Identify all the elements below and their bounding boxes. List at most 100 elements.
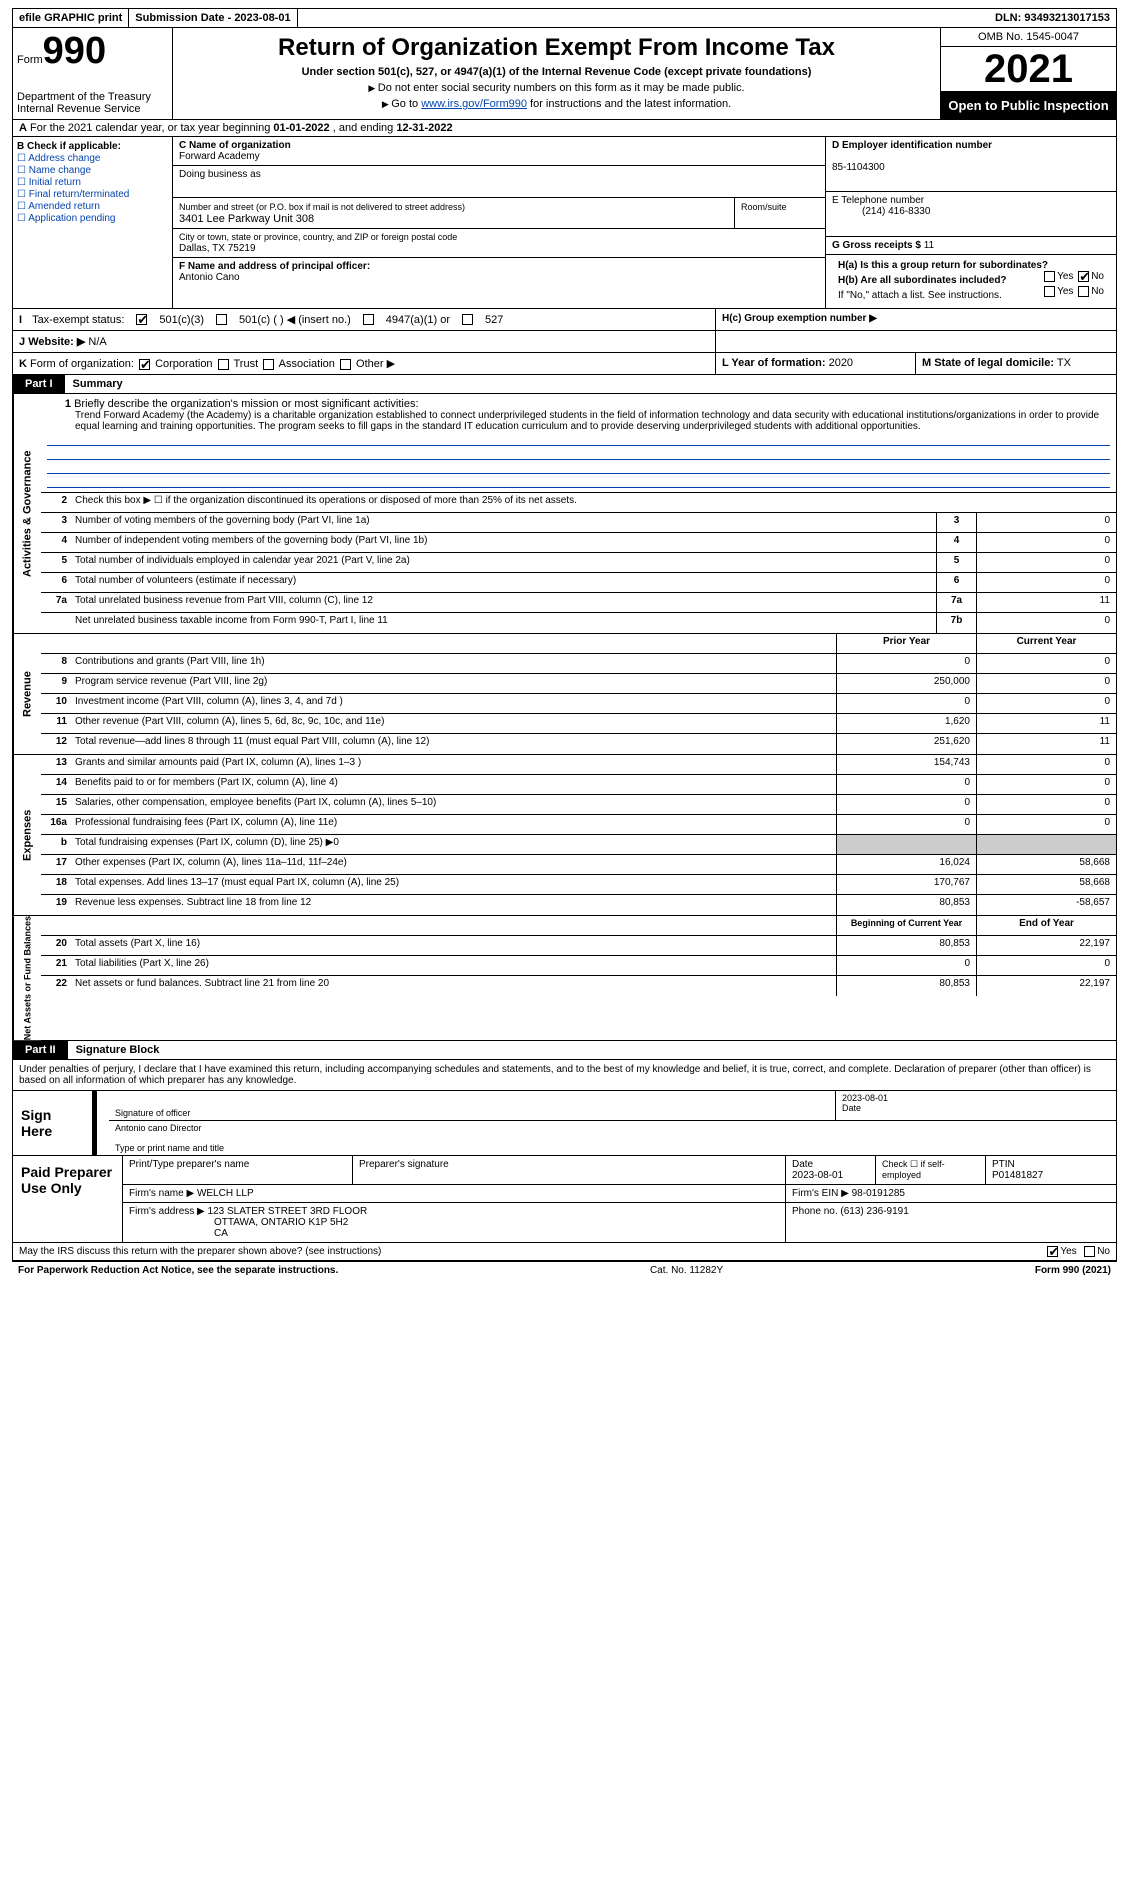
line16b: bTotal fundraising expenses (Part IX, co…: [41, 835, 1116, 855]
line1-mission: 1 Briefly describe the organization's mi…: [41, 394, 1116, 493]
cb-527[interactable]: [462, 314, 473, 325]
k-label: Form of organization:: [30, 358, 134, 370]
efile-label: efile GRAPHIC print: [13, 9, 129, 27]
prep-date: Date2023-08-01: [786, 1156, 876, 1184]
cb-other[interactable]: [340, 359, 351, 370]
m-state-domicile: M State of legal domicile: TX: [916, 353, 1116, 374]
c-label: C Name of organization: [179, 140, 291, 151]
form-subtitle: Under section 501(c), 527, or 4947(a)(1)…: [179, 66, 934, 78]
cb-corp[interactable]: [139, 359, 150, 370]
ha-no-cb[interactable]: [1078, 271, 1089, 282]
a-pre: For the 2021 calendar year, or tax year …: [30, 122, 273, 134]
vtab-activities: Activities & Governance: [13, 394, 41, 633]
k-prefix: K: [19, 358, 27, 370]
irs-link[interactable]: www.irs.gov/Form990: [421, 98, 527, 110]
header-middle: Return of Organization Exempt From Incom…: [173, 28, 941, 119]
line11: 11Other revenue (Part VIII, column (A), …: [41, 714, 1116, 734]
prep-self-emp: Check ☐ if self-employed: [876, 1156, 986, 1184]
hc-cell-empty: [716, 331, 1116, 352]
blank-line-3: [47, 460, 1110, 474]
line5: 5Total number of individuals employed in…: [41, 553, 1116, 573]
discuss-yes-cb[interactable]: [1047, 1246, 1058, 1257]
instruction-ssn: Do not enter social security numbers on …: [179, 82, 934, 94]
prep-signature: Preparer's signature: [353, 1156, 786, 1184]
preparer-label: Paid Preparer Use Only: [13, 1156, 123, 1242]
hb-yes-cb[interactable]: [1044, 286, 1055, 297]
ha-yes-cb[interactable]: [1044, 271, 1055, 282]
cb-address-change[interactable]: ☐ Address change: [17, 153, 168, 164]
ha-label: H(a) Is this a group return for subordin…: [838, 260, 1048, 271]
l-year-formation: L Year of formation: 2020: [716, 353, 916, 374]
col-c-f: C Name of organization Forward Academy D…: [173, 137, 826, 308]
a-end: 12-31-2022: [396, 122, 452, 134]
line14: 14Benefits paid to or for members (Part …: [41, 775, 1116, 795]
ts-label: Tax-exempt status:: [32, 314, 124, 326]
discuss-no-cb[interactable]: [1084, 1246, 1095, 1257]
cb-4947[interactable]: [363, 314, 374, 325]
a-begin: 01-01-2022: [273, 122, 329, 134]
cb-app-pending[interactable]: ☐ Application pending: [17, 213, 168, 224]
prep-firm-addr: Firm's address ▶ 123 SLATER STREET 3RD F…: [123, 1203, 786, 1242]
box-g-receipts: G Gross receipts $ 11: [826, 237, 1116, 255]
signature-section: Under penalties of perjury, I declare th…: [12, 1060, 1117, 1156]
box-c-name: C Name of organization Forward Academy: [173, 137, 825, 166]
sign-here-row: Sign Here Signature of officer 2023-08-0…: [13, 1091, 1116, 1155]
ts-527: 527: [485, 314, 503, 326]
line17: 17Other expenses (Part IX, column (A), l…: [41, 855, 1116, 875]
i-prefix: I: [19, 314, 22, 326]
d-value: 85-1104300: [832, 162, 885, 173]
hc-group-exemption: H(c) Group exemption number ▶: [716, 309, 1116, 330]
j-prefix: J: [19, 336, 25, 348]
box-dba: Doing business as: [173, 166, 825, 198]
cb-amended[interactable]: ☐ Amended return: [17, 201, 168, 212]
website-label: Website: ▶: [28, 336, 85, 348]
header-left: Form990 Department of the Treasury Inter…: [13, 28, 173, 119]
sig-name-row: Antonio cano DirectorType or print name …: [109, 1121, 1116, 1155]
submission-date: Submission Date - 2023-08-01: [129, 9, 297, 27]
form-title: Return of Organization Exempt From Incom…: [179, 34, 934, 62]
part1-header: Part I Summary: [12, 375, 1117, 394]
line18: 18Total expenses. Add lines 13–17 (must …: [41, 875, 1116, 895]
c-value: Forward Academy: [179, 151, 260, 162]
cb-501c[interactable]: [216, 314, 227, 325]
prep-phone: Phone no. (613) 236-9191: [786, 1203, 1116, 1242]
cb-final-return[interactable]: ☐ Final return/terminated: [17, 189, 168, 200]
discuss-text: May the IRS discuss this return with the…: [19, 1246, 1045, 1257]
cb-trust[interactable]: [218, 359, 229, 370]
preparer-section: Paid Preparer Use Only Print/Type prepar…: [12, 1156, 1117, 1243]
top-bar: efile GRAPHIC print Submission Date - 20…: [12, 8, 1117, 28]
hb-no-cb[interactable]: [1078, 286, 1089, 297]
line9: 9Program service revenue (Part VIII, lin…: [41, 674, 1116, 694]
dln-label: DLN: 93493213017153: [989, 9, 1116, 27]
suite-label: Room/suite: [741, 202, 787, 212]
cb-name-change[interactable]: ☐ Name change: [17, 165, 168, 176]
form-prefix: Form: [17, 54, 43, 66]
preparer-body: Print/Type preparer's name Preparer's si…: [123, 1156, 1116, 1242]
sig-arrow-icon: [93, 1091, 109, 1155]
a-mid: , and ending: [333, 122, 397, 134]
line2: 2 Check this box ▶ ☐ if the organization…: [41, 493, 1116, 513]
activities-governance-section: Activities & Governance 1 Briefly descri…: [12, 394, 1117, 634]
f-value: Antonio Cano: [179, 272, 240, 283]
cb-assoc[interactable]: [263, 359, 274, 370]
line16a: 16aProfessional fundraising fees (Part I…: [41, 815, 1116, 835]
blank-line-4: [47, 474, 1110, 488]
footer-right: Form 990 (2021): [1035, 1265, 1111, 1276]
line7a: 7aTotal unrelated business revenue from …: [41, 593, 1116, 613]
net-body: Beginning of Current YearEnd of Year 20T…: [41, 916, 1116, 1040]
k-main: K Form of organization: Corporation Trus…: [13, 353, 716, 374]
tax-year: 2021: [941, 47, 1116, 92]
f-label: F Name and address of principal officer:: [179, 261, 370, 272]
website-cell: J Website: ▶ N/A: [13, 331, 716, 352]
prep-ptin: PTINP01481827: [986, 1156, 1116, 1184]
l-value: 2020: [829, 357, 853, 369]
expenses-section: Expenses 13Grants and similar amounts pa…: [12, 755, 1117, 916]
cb-501c3[interactable]: [136, 314, 147, 325]
hc-label: H(c) Group exemption number ▶: [722, 313, 877, 324]
cb-initial-return[interactable]: ☐ Initial return: [17, 177, 168, 188]
g-value: 11: [924, 240, 934, 251]
open-inspection: Open to Public Inspection: [941, 92, 1116, 119]
ag-body: 1 Briefly describe the organization's mi…: [41, 394, 1116, 633]
entity-grid: B Check if applicable: ☐ Address change …: [12, 137, 1117, 309]
m-label: M State of legal domicile:: [922, 357, 1054, 369]
